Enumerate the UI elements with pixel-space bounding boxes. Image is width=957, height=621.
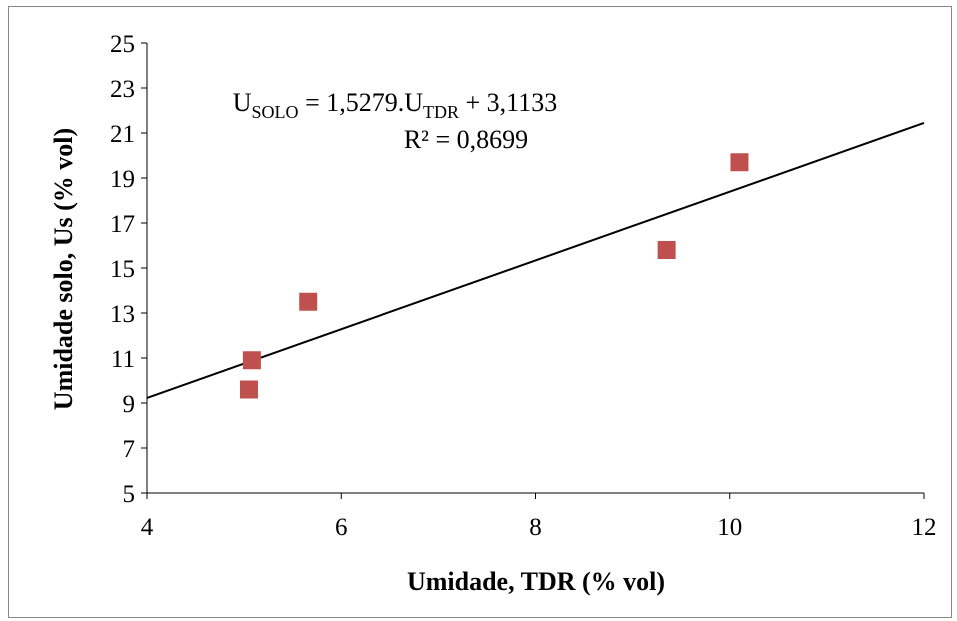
chart-frame [8, 6, 952, 618]
x-tick-label: 10 [717, 514, 742, 541]
eq-rhs: + 3,1133 [459, 88, 557, 117]
y-tick-label: 17 [110, 211, 135, 238]
eq-lhs: U [233, 88, 252, 117]
y-tick-label: 23 [110, 76, 135, 103]
data-point [730, 153, 749, 172]
y-tick-label: 11 [111, 346, 135, 373]
equation-text: USOLO = 1,5279.UTDR + 3,1133 [233, 88, 557, 122]
x-tick-label: 6 [335, 514, 348, 541]
data-points [239, 153, 749, 399]
eq-mid-sub: TDR [423, 102, 459, 122]
x-tick-label: 8 [529, 514, 542, 541]
trend-line [146, 121, 925, 399]
x-axis-title: Umidade, TDR (% vol) [407, 567, 665, 596]
y-tick-label: 9 [123, 391, 136, 418]
x-tick-label: 12 [912, 514, 937, 541]
y-tick-label: 19 [110, 166, 135, 193]
data-point [299, 292, 318, 311]
y-tick-label: 7 [123, 436, 136, 463]
y-tick-label: 5 [123, 481, 136, 508]
y-tick-label: 15 [110, 256, 135, 283]
data-point [657, 241, 676, 259]
y-tick-label: 13 [110, 301, 135, 328]
eq-lhs-sub: SOLO [252, 102, 299, 122]
x-tick-label: 4 [141, 514, 154, 541]
y-tick-label: 21 [110, 121, 135, 148]
data-point [242, 351, 261, 370]
y-ticks: 5 7 9 11 13 15 17 19 21 23 25 [110, 31, 147, 508]
y-tick-label: 25 [110, 31, 135, 58]
x-ticks: 4 6 8 10 12 [141, 493, 937, 541]
y-axis-title: Umidade solo, Us (% vol) [49, 128, 78, 410]
r-squared-text: R² = 0,8699 [404, 125, 528, 154]
data-point [239, 380, 258, 399]
eq-mid: = 1,5279.U [299, 88, 424, 117]
